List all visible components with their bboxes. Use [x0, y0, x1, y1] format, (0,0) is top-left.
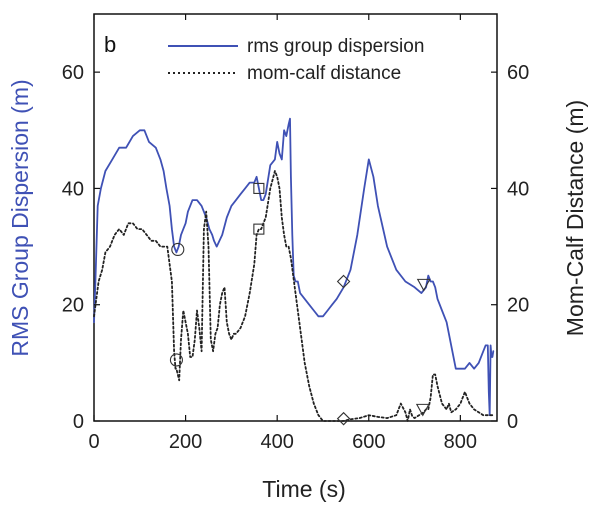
x-tick-label: 0 [88, 431, 99, 453]
y-axis-left-title: RMS Group Dispersion (m) [7, 79, 33, 356]
series-line-rms [93, 117, 495, 417]
legend-label-rms: rms group dispersion [247, 36, 424, 57]
legend: rms group dispersion mom-calf distance [168, 36, 424, 84]
rms-marker-triangle-down [416, 278, 431, 292]
y-tick-label-left: 40 [62, 178, 84, 200]
series-layer [93, 117, 495, 422]
mom-marker-triangle-down [415, 403, 430, 417]
x-tick-label: 600 [352, 431, 385, 453]
plot-frame [93, 13, 498, 422]
y-tick-label-right: 20 [507, 295, 529, 317]
y-tick-label-right: 0 [507, 411, 518, 433]
y-tick-label-right: 60 [507, 62, 529, 84]
rms-marker-square [253, 182, 265, 194]
y-axis-right-title: Mom-Calf Distance (m) [562, 100, 588, 336]
y-tick-label-left: 20 [62, 295, 84, 317]
y-tick-label-right: 40 [507, 178, 529, 200]
series-line-mom-calf [93, 170, 494, 422]
x-tick-label: 800 [444, 431, 477, 453]
mom-marker-diamond [336, 411, 351, 426]
mom-marker-circle [169, 353, 183, 367]
rms-marker-diamond [336, 274, 351, 289]
marker-layer [169, 182, 431, 426]
panel-label: b [104, 32, 116, 57]
rms-marker-circle [171, 242, 185, 257]
x-axis-title: Time (s) [262, 476, 345, 502]
legend-label-mom: mom-calf distance [247, 63, 401, 84]
mom-marker-square [253, 223, 265, 235]
y-tick-label-left: 0 [73, 411, 84, 433]
x-tick-label: 400 [260, 431, 293, 453]
y-tick-label-left: 60 [62, 62, 84, 84]
x-tick-label: 200 [169, 431, 202, 453]
